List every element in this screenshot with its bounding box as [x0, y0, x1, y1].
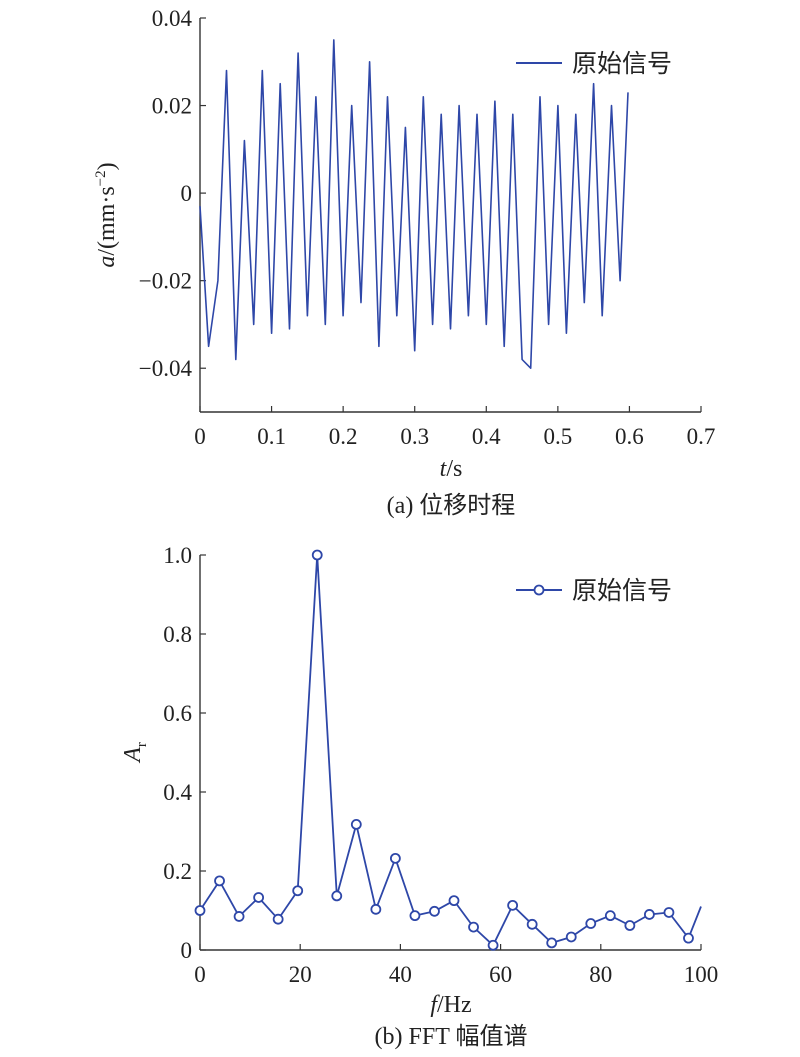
panel-b-data-point: [350, 818, 362, 830]
panel-b-data-point: [487, 939, 499, 951]
panel-b-caption: (b) FFT 幅值谱: [375, 1023, 528, 1050]
panel-b-legend-label: 原始信号: [572, 576, 672, 605]
panel-b-data-point: [272, 913, 284, 925]
panel-b-y-ticks: 0 0.2 0.4 0.6 0.8 1.0: [163, 543, 206, 963]
panel-b-data-point: [214, 875, 225, 887]
panel-b-series-line: [199, 554, 702, 947]
panel-a-x-axis-title: t/s: [440, 456, 463, 482]
panel-a-x-tick-label: 0: [194, 424, 206, 449]
panel-a-x-tick-label: 0.1: [257, 424, 286, 449]
panel-b-data-point: [292, 885, 304, 897]
panel-b-data-point: [448, 895, 460, 907]
panel-b-data-point: [565, 931, 577, 943]
panel-b-legend-marker: [533, 584, 545, 596]
panel-b-x-axis-title: f/Hz: [430, 992, 471, 1018]
panel-b-x-tick-label: 100: [684, 962, 719, 987]
panel-a-x-tick-label: 0.3: [400, 424, 429, 449]
panel-a-x-tick-label: 0.6: [615, 424, 644, 449]
panel-b-x-tick-label: 0: [194, 962, 206, 987]
panel-b-data-point: [233, 911, 245, 922]
panel-a-x-tick-label: 0.7: [687, 424, 716, 449]
panel-a-x-tick-label: 0.5: [543, 424, 572, 449]
panel-a-caption: (a) 位移时程: [387, 492, 516, 519]
panel-b-data-point: [429, 905, 440, 917]
panel-a-y-tick-label: 0.02: [152, 94, 192, 119]
panel-b-x-tick-label: 60: [489, 962, 512, 987]
panel-b-y-tick-label: 1.0: [163, 543, 192, 568]
panel-b-data-point: [409, 910, 421, 922]
panel-b-data-point: [194, 905, 206, 916]
panel-a-y-tick-label: 0.04: [152, 6, 193, 31]
panel-b-legend: 原始信号: [516, 576, 672, 605]
panel-b-x-tick-label: 80: [589, 962, 612, 987]
panel-a-y-tick-label: 0: [181, 181, 193, 206]
panel-b-data-point: [370, 903, 382, 915]
panel-b-y-axis-title: Ar: [120, 742, 150, 764]
panel-a-x-tick-label: 0.2: [329, 424, 358, 449]
panel-b-y-tick-label: 0.2: [163, 859, 192, 884]
panel-b-data-point: [683, 932, 694, 944]
panel-b-x-tick-label: 20: [289, 962, 312, 987]
panel-b-data-point: [253, 892, 265, 903]
panel-a-y-tick-label: −0.02: [139, 269, 192, 294]
panel-b-data-point: [526, 918, 538, 930]
panel-b-data-point: [311, 549, 323, 561]
panel-b-x-ticks: 0 20 40 60 80 100: [194, 944, 718, 987]
panel-b-y-tick-label: 0.6: [163, 701, 192, 726]
panel-b-data-point: [604, 910, 616, 922]
panel-a-y-ticks: −0.04 −0.02 0 0.02 0.04: [139, 6, 206, 381]
panel-b-y-tick-label: 0: [181, 938, 193, 963]
panel-a-series-line: [199, 39, 629, 369]
panel-a-legend: 原始信号: [516, 49, 672, 78]
panel-b-data-point: [624, 920, 636, 931]
panel-b-data-point: [546, 937, 558, 949]
panel-b-data-point: [585, 918, 597, 929]
panel-b-data-point: [468, 921, 479, 933]
panel-b-data-point: [663, 907, 675, 918]
panel-a-y-axis-title: a/(mm·s−2): [93, 162, 120, 267]
panel-b-data-point: [643, 909, 655, 920]
panel-a-y-tick-label: −0.04: [139, 356, 193, 381]
panel-b-x-tick-label: 40: [389, 962, 412, 987]
panel-b-fft-amplitude-spectrum: 0 0.2 0.4 0.6 0.8 1.0 0 20 40 60 80 100 原始信号 Ar f/…: [120, 543, 718, 1050]
panel-a-legend-label: 原始信号: [572, 49, 672, 78]
panel-b-markers: [194, 549, 694, 951]
panel-b-y-tick-label: 0.8: [163, 622, 192, 647]
panel-a-x-tick-label: 0.4: [472, 424, 501, 449]
panel-b-y-tick-label: 0.4: [163, 780, 192, 805]
panel-a-x-ticks: 0 0.1 0.2 0.3 0.4 0.5 0.6 0.7: [194, 406, 715, 449]
panel-b-data-point: [389, 852, 401, 864]
panel-b-data-point: [331, 890, 343, 902]
panel-b-data-point: [507, 899, 519, 911]
